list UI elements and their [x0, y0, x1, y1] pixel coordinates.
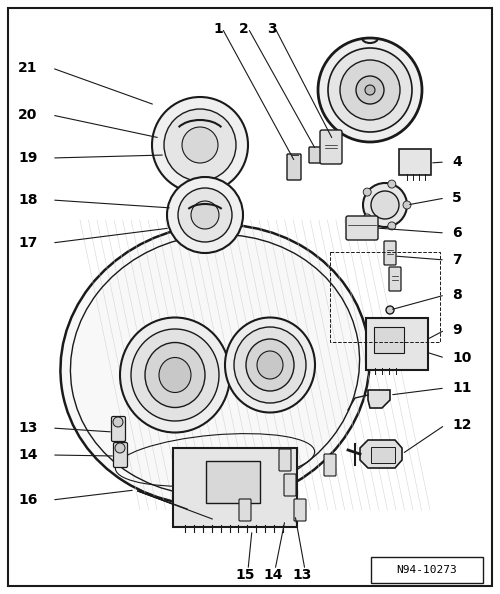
Ellipse shape	[257, 351, 283, 379]
Circle shape	[363, 214, 371, 222]
Circle shape	[356, 76, 384, 104]
Text: 19: 19	[18, 151, 38, 165]
Text: 4: 4	[452, 155, 462, 169]
FancyBboxPatch shape	[324, 454, 336, 476]
FancyBboxPatch shape	[294, 499, 306, 521]
FancyBboxPatch shape	[239, 499, 251, 521]
Circle shape	[191, 201, 219, 229]
FancyBboxPatch shape	[309, 147, 322, 163]
Ellipse shape	[120, 318, 230, 432]
Circle shape	[371, 191, 399, 219]
Text: 6: 6	[452, 226, 462, 240]
Circle shape	[318, 38, 422, 142]
FancyBboxPatch shape	[371, 557, 483, 583]
Circle shape	[388, 180, 396, 188]
Bar	[330, 252, 440, 342]
Text: 13: 13	[292, 568, 312, 582]
Text: 13: 13	[18, 421, 38, 435]
FancyBboxPatch shape	[399, 149, 431, 175]
Ellipse shape	[246, 339, 294, 391]
Text: 7: 7	[452, 253, 462, 267]
Ellipse shape	[131, 329, 219, 421]
Polygon shape	[368, 390, 390, 408]
FancyBboxPatch shape	[366, 318, 428, 370]
Text: 14: 14	[18, 448, 38, 462]
FancyBboxPatch shape	[173, 448, 297, 527]
Circle shape	[164, 109, 236, 181]
Circle shape	[340, 60, 400, 120]
Circle shape	[178, 188, 232, 242]
FancyBboxPatch shape	[320, 130, 342, 164]
Ellipse shape	[159, 358, 191, 393]
Text: 5: 5	[452, 191, 462, 205]
Text: 9: 9	[452, 323, 462, 337]
Text: 20: 20	[18, 108, 38, 122]
FancyBboxPatch shape	[279, 449, 291, 471]
Text: 17: 17	[18, 236, 38, 250]
Circle shape	[182, 127, 218, 163]
FancyBboxPatch shape	[287, 154, 301, 180]
Text: 10: 10	[452, 351, 471, 365]
Text: 16: 16	[18, 493, 38, 507]
Circle shape	[363, 183, 407, 227]
Circle shape	[115, 443, 125, 453]
Text: 8: 8	[452, 288, 462, 302]
Circle shape	[388, 222, 396, 230]
Ellipse shape	[145, 343, 205, 407]
Ellipse shape	[225, 318, 315, 412]
FancyBboxPatch shape	[284, 474, 296, 496]
Text: 3: 3	[267, 22, 277, 36]
Text: 14: 14	[263, 568, 283, 582]
Polygon shape	[360, 440, 402, 468]
FancyBboxPatch shape	[384, 241, 396, 265]
FancyBboxPatch shape	[374, 327, 404, 353]
Circle shape	[403, 201, 411, 209]
Circle shape	[113, 417, 123, 427]
Circle shape	[167, 177, 243, 253]
Circle shape	[328, 48, 412, 132]
Text: 18: 18	[18, 193, 38, 207]
FancyBboxPatch shape	[114, 443, 128, 467]
FancyBboxPatch shape	[112, 416, 126, 441]
Text: 11: 11	[452, 381, 471, 395]
Circle shape	[365, 85, 375, 95]
Text: 15: 15	[236, 568, 255, 582]
Circle shape	[152, 97, 248, 193]
Text: 12: 12	[452, 418, 471, 432]
FancyBboxPatch shape	[346, 216, 378, 240]
FancyBboxPatch shape	[389, 267, 401, 291]
Ellipse shape	[234, 327, 306, 403]
FancyBboxPatch shape	[371, 447, 395, 463]
Text: N94-10273: N94-10273	[396, 565, 458, 575]
FancyBboxPatch shape	[206, 461, 260, 503]
Text: 21: 21	[18, 61, 38, 75]
Text: 2: 2	[239, 22, 249, 36]
Ellipse shape	[60, 225, 370, 505]
Circle shape	[363, 188, 371, 196]
Circle shape	[386, 306, 394, 314]
Text: 1: 1	[213, 22, 223, 36]
